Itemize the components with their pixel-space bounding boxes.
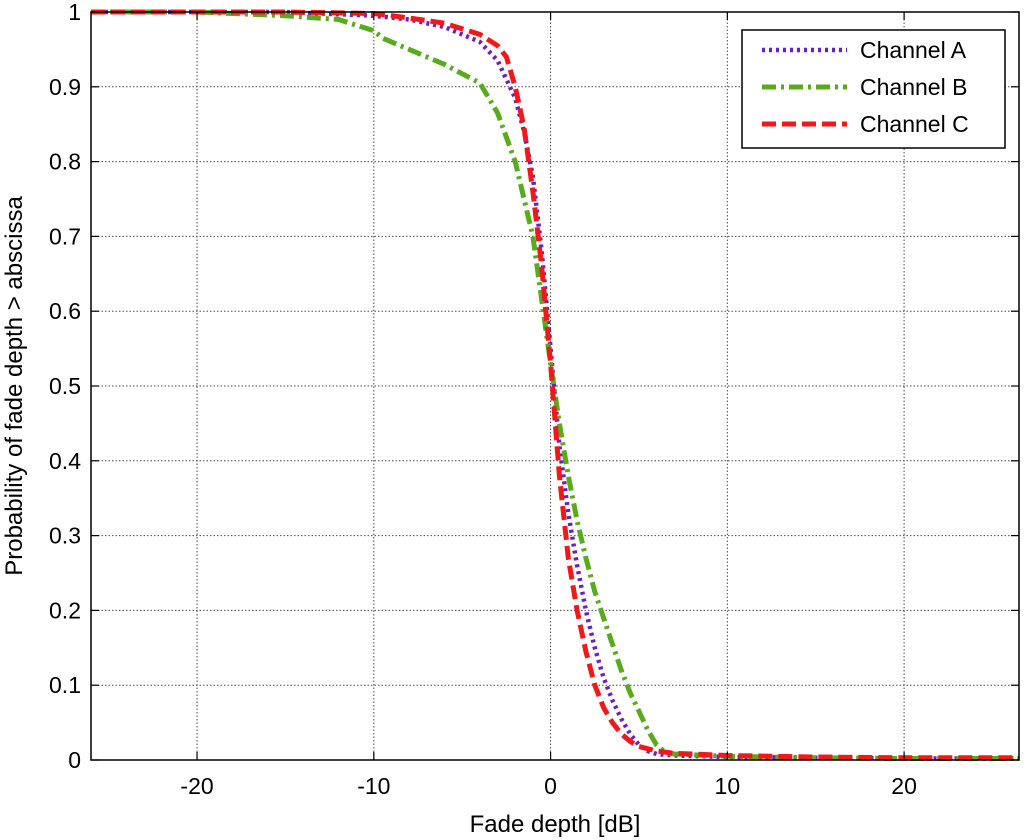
y-tick-label: 0	[68, 747, 81, 773]
series-lines	[91, 9, 1019, 761]
y-tick-label: 0.6	[49, 298, 81, 324]
y-tick-label: 1	[68, 0, 81, 25]
y-tick-label: 0.4	[49, 448, 81, 474]
axis-ticks	[91, 11, 1019, 761]
y-tick-label: 0.1	[49, 672, 81, 698]
legend-label-3: Channel C	[860, 111, 969, 137]
tick-labels: -20 -10 0 10 20 0 0.1 0.2 0.3 0.4 0.5 0.6 0.7 0.8 0.9 1	[49, 0, 917, 799]
series-line-1	[91, 9, 1019, 761]
x-tick-label: -20	[180, 773, 213, 799]
y-tick-label: 0.8	[49, 149, 81, 175]
x-tick-label: -10	[357, 773, 390, 799]
legend-label-2: Channel B	[860, 74, 967, 100]
x-axis-label: Fade depth [dB]	[470, 811, 641, 838]
y-axis-label: Probability of fade depth > abscissa	[1, 196, 28, 576]
x-tick-label: 0	[544, 773, 557, 799]
x-tick-label: 10	[715, 773, 741, 799]
y-tick-label: 0.9	[49, 74, 81, 100]
legend-label-1: Channel A	[860, 37, 967, 63]
legend: Channel A Channel B Channel C	[741, 29, 1006, 149]
y-tick-label: 0.5	[49, 373, 81, 399]
y-tick-label: 0.2	[49, 597, 81, 623]
x-tick-label: 20	[891, 773, 917, 799]
y-tick-label: 0.3	[49, 523, 81, 549]
y-tick-label: 0.7	[49, 223, 81, 249]
series-line-3	[91, 9, 1019, 761]
series-line-2	[91, 9, 1019, 761]
